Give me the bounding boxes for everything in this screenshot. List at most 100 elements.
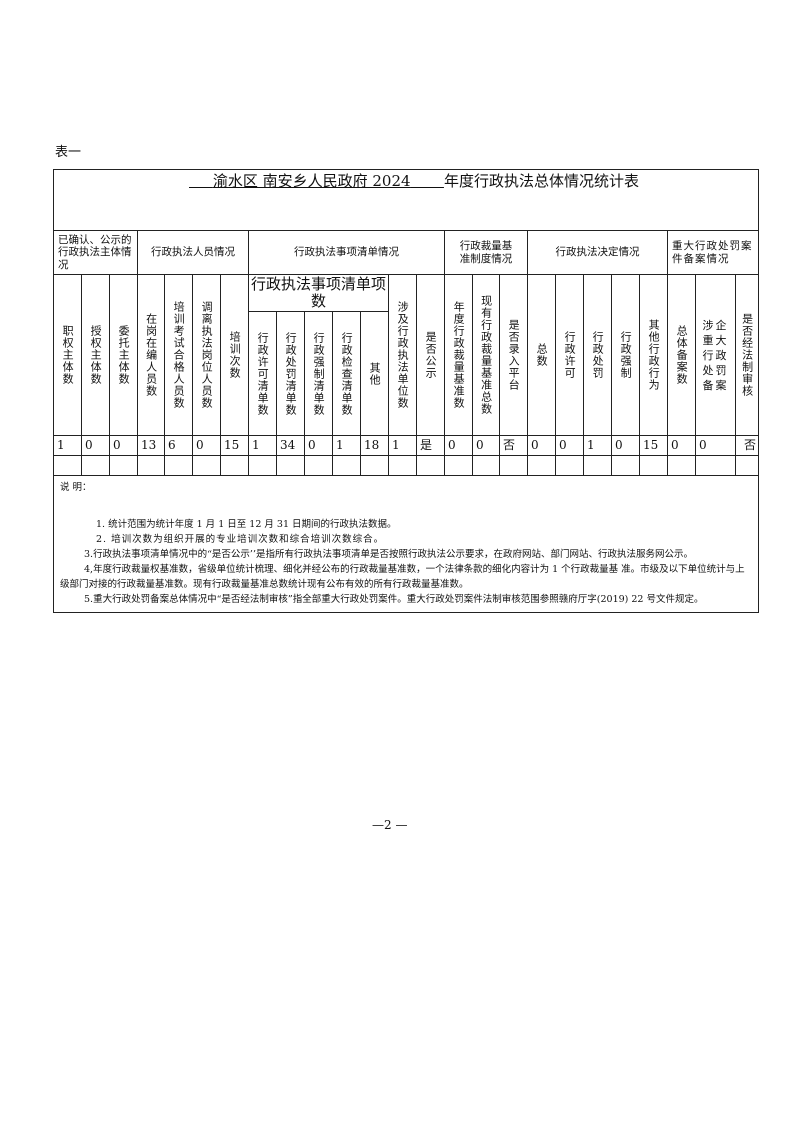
data-cell: 0 (472, 435, 500, 456)
column-header: 行政强制 (611, 274, 640, 436)
column-header: 行政检查清单数 (332, 311, 361, 436)
data-cell: 1 (53, 435, 82, 456)
column-header-text: 培训次数 (228, 331, 242, 379)
empty-cell (220, 455, 249, 476)
empty-cell (555, 455, 584, 476)
column-header: 行政处罚清单数 (276, 311, 305, 436)
empty-cell (611, 455, 640, 476)
empty-cell (164, 455, 193, 476)
column-header: 行政强制清单数 (304, 311, 333, 436)
data-cell: 0 (695, 435, 736, 456)
column-header-text: 是否公示 (424, 331, 438, 379)
column-header-text: 总数 (535, 343, 549, 367)
column-header: 涉企重大行政处罚备案 (695, 274, 736, 436)
data-cell: 0 (611, 435, 640, 456)
empty-cell (276, 455, 305, 476)
data-cell: 0 (109, 435, 138, 456)
data-cell: 18 (360, 435, 389, 456)
title-rest: 年度行政执法总体情况统计表 (443, 172, 639, 190)
data-cell: 0 (527, 435, 556, 456)
column-header-text: 是否录入平台 (507, 319, 521, 391)
empty-cell (53, 455, 82, 476)
column-header: 职权主体数 (53, 274, 82, 436)
column-header: 涉及行政执法单位数 (388, 274, 417, 436)
notes-heading: 说 明： (60, 482, 92, 493)
column-header-text: 行政检查清单数 (340, 331, 354, 416)
title-org: 渝水区 南安乡人民政府 2024 (212, 172, 411, 190)
empty-cell (499, 455, 528, 476)
column-header: 行政许可清单数 (248, 311, 277, 436)
column-header: 是否经法制审核 (734, 274, 760, 436)
column-header-text: 在岗在编人员数 (144, 313, 158, 397)
column-header-text: 涉企重大行政处罚备案 (702, 318, 729, 392)
column-header: 其他 (360, 311, 389, 436)
empty-cell (734, 455, 760, 476)
data-cell: 否 (499, 435, 528, 456)
column-header-text: 行政处罚 (591, 331, 605, 379)
data-cell: 1 (332, 435, 361, 456)
column-header: 总体备案数 (667, 274, 696, 436)
group-header: 行政裁量基准制度情况 (444, 230, 528, 275)
empty-cell (137, 455, 165, 476)
column-header: 委托主体数 (109, 274, 138, 436)
column-header-text: 行政许可 (563, 331, 577, 379)
empty-cell (527, 455, 556, 476)
column-header-text: 行政强制清单数 (312, 331, 326, 416)
note-item: 2. 培训次数为组织开展的专业培训次数和综合培训次数综合。 (96, 534, 385, 545)
column-header-text: 行政许可清单数 (256, 331, 270, 416)
data-cell: 0 (81, 435, 110, 456)
data-cell: 15 (220, 435, 249, 456)
data-cell: 是 (416, 435, 445, 456)
column-header: 调离执法岗位人员数 (192, 274, 221, 436)
empty-cell (248, 455, 277, 476)
group-header: 已确认、公示的行政执法主体情况 (53, 230, 138, 275)
data-cell: 13 (137, 435, 165, 456)
column-header: 授权主体数 (81, 274, 110, 436)
table-title-cell: 渝水区 南安乡人民政府 2024 年度行政执法总体情况统计表 (52, 169, 760, 231)
table-row-empty (53, 455, 760, 476)
subgroup-header: 行政执法事项清单项数 (248, 273, 389, 313)
column-header-text: 涉及行政执法单位数 (396, 301, 410, 409)
data-cell: 0 (667, 435, 696, 456)
empty-cell (416, 455, 445, 476)
data-cell: 6 (164, 435, 193, 456)
column-header-text: 职权主体数 (61, 325, 75, 385)
empty-cell (472, 455, 500, 476)
note-item: 3.行政执法事项清单情况中的“是否公示’’是指所有行政执法事项清单是否按照行政执… (84, 549, 693, 560)
column-header: 年度行政裁量基准数 (444, 274, 473, 436)
column-header-text: 现有行政裁量基准总数 (479, 295, 493, 415)
data-cell: 1 (388, 435, 417, 456)
column-header: 培训次数 (220, 274, 249, 436)
column-header-text: 年度行政裁量基准数 (452, 301, 466, 409)
column-header: 是否录入平台 (499, 274, 528, 436)
data-cell: 1 (583, 435, 612, 456)
data-cell: 0 (444, 435, 473, 456)
column-header: 培训考试合格人员数 (164, 274, 193, 436)
column-header-text: 其他 (368, 361, 382, 386)
group-header: 行政执法人员情况 (137, 230, 249, 275)
note-item: 5.重大行政处罚备案总体情况中“是否经法制审核”指全部重大行政处罚案件。重大行政… (84, 594, 704, 605)
empty-cell (304, 455, 333, 476)
data-cell: 34 (276, 435, 305, 456)
column-header-text: 其他行政行为 (647, 319, 661, 391)
empty-cell (444, 455, 473, 476)
data-cell: 0 (192, 435, 221, 456)
notes-cell: 说 明： 1. 统计范围为统计年度 1 月 1 日至 12 月 31 日期间的行… (52, 475, 760, 613)
column-header: 总数 (527, 274, 556, 436)
column-header: 行政处罚 (583, 274, 612, 436)
empty-cell (81, 455, 110, 476)
group-header: 重大行政处罚案件备案情况 (666, 230, 760, 275)
column-header-text: 行政处罚清单数 (284, 331, 298, 416)
table-title: 渝水区 南安乡人民政府 2024 年度行政执法总体情况统计表 (55, 171, 758, 190)
empty-cell (639, 455, 668, 476)
group-header: 行政执法事项清单情况 (248, 230, 445, 275)
column-header: 行政许可 (555, 274, 584, 436)
column-header: 是否公示 (416, 274, 445, 436)
empty-cell (695, 455, 736, 476)
column-header-text: 总体备案数 (675, 325, 689, 385)
column-header-text: 授权主体数 (89, 325, 103, 385)
column-header: 在岗在编人员数 (137, 274, 165, 436)
empty-cell (583, 455, 612, 476)
column-header-text: 委托主体数 (117, 325, 131, 385)
column-header: 现有行政裁量基准总数 (472, 274, 500, 436)
